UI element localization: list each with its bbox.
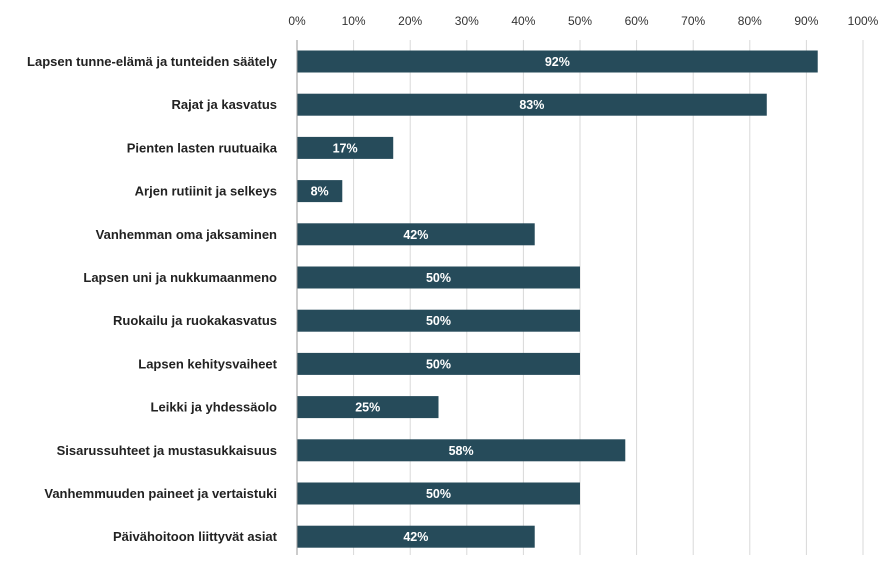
bar-value-label: 42% <box>403 530 428 544</box>
x-tick-label: 70% <box>681 14 705 28</box>
category-labels: Lapsen tunne-elämä ja tunteiden säätely R… <box>27 54 278 544</box>
bar <box>297 136 394 159</box>
category-label: Sisarussuhteet ja mustasukkaisuus <box>57 443 277 458</box>
x-tick-label: 20% <box>398 14 422 28</box>
category-label: Rajat ja kasvatus <box>171 97 277 112</box>
x-tick-label: 60% <box>625 14 649 28</box>
bar-value-label: 50% <box>426 357 451 371</box>
bar-value-label: 17% <box>333 141 358 155</box>
bar-value-label: 42% <box>403 228 428 242</box>
x-axis-ticks: 0% 10% 20% 30% 40% 50% 60% 70% 80% 90% 100% <box>288 14 878 28</box>
x-tick-label: 0% <box>288 14 306 28</box>
bar <box>297 439 626 462</box>
x-tick-label: 50% <box>568 14 592 28</box>
bar <box>297 180 343 203</box>
category-label: Lapsen kehitysvaiheet <box>138 356 277 371</box>
bar-value-label: 8% <box>311 185 329 199</box>
bar-value-label: 92% <box>545 55 570 69</box>
x-tick-label: 30% <box>455 14 479 28</box>
bar <box>297 482 580 505</box>
bar <box>297 50 818 73</box>
x-tick-label: 100% <box>848 14 879 28</box>
bars: 92% 83% 17% 8% 42% 50% 50% 50% 25% 58% 50% 42% <box>297 50 818 548</box>
bar-value-label: 58% <box>449 444 474 458</box>
x-tick-label: 40% <box>511 14 535 28</box>
bar-value-label: 25% <box>355 401 380 415</box>
bar <box>297 223 535 246</box>
category-label: Ruokailu ja ruokakasvatus <box>113 313 277 328</box>
category-label: Lapsen tunne-elämä ja tunteiden säätely <box>27 54 278 69</box>
bar <box>297 396 439 419</box>
category-label: Pienten lasten ruutuaika <box>127 140 278 155</box>
bar-value-label: 50% <box>426 271 451 285</box>
x-tick-label: 80% <box>738 14 762 28</box>
bar <box>297 93 767 116</box>
bar <box>297 309 580 332</box>
bar <box>297 266 580 289</box>
bar-value-label: 50% <box>426 314 451 328</box>
category-label: Lapsen uni ja nukkumaanmeno <box>83 270 277 285</box>
gridlines <box>353 40 864 555</box>
category-label: Vanhemmuuden paineet ja vertaistuki <box>44 486 277 501</box>
category-label: Leikki ja yhdessäolo <box>151 400 278 415</box>
category-label: Päivähoitoon liittyvät asiat <box>113 529 278 544</box>
category-label: Vanhemman oma jaksaminen <box>96 227 277 242</box>
x-tick-label: 90% <box>794 14 818 28</box>
bar <box>297 525 535 548</box>
category-label: Arjen rutiinit ja selkeys <box>135 184 277 199</box>
x-tick-label: 10% <box>342 14 366 28</box>
bar-value-label: 83% <box>519 98 544 112</box>
bar <box>297 352 580 375</box>
bar-value-label: 50% <box>426 487 451 501</box>
